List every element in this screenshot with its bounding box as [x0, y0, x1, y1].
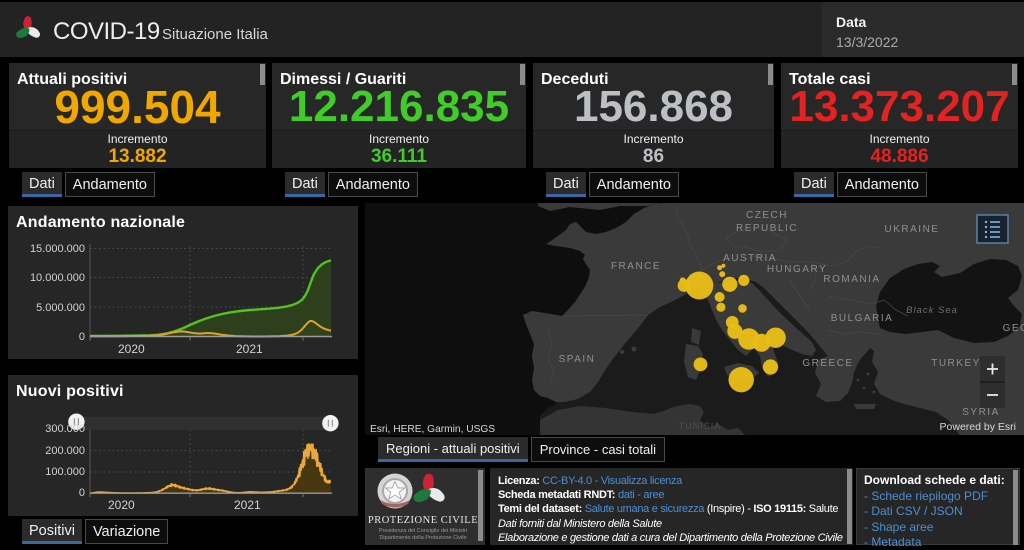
svg-text:Powered by Esri: Powered by Esri [940, 421, 1016, 433]
svg-text:GREECE: GREECE [802, 358, 853, 369]
svg-text:Dipartimento della Protezione: Dipartimento della Protezione Civile [379, 535, 466, 541]
svg-text:PROTEZIONE CIVILE: PROTEZIONE CIVILE [368, 515, 478, 526]
svg-text:ROMANIA: ROMANIA [823, 274, 880, 285]
svg-text:Esri, HERE, Garmin, USGS: Esri, HERE, Garmin, USGS [370, 424, 495, 435]
svg-text:AUSTRIA: AUSTRIA [723, 253, 777, 264]
svg-text:TUNISIA: TUNISIA [679, 421, 722, 431]
svg-text:HUNGARY: HUNGARY [767, 264, 827, 275]
svg-text:BULGARIA: BULGARIA [831, 313, 894, 324]
svg-text:SPAIN: SPAIN [559, 354, 596, 365]
svg-text:SYRIA: SYRIA [962, 407, 1000, 418]
svg-text:FRANCE: FRANCE [611, 261, 661, 272]
svg-text:GEO: GEO [1003, 323, 1024, 334]
svg-text:Presidenza del Consiglio dei M: Presidenza del Consiglio dei Ministri [379, 528, 467, 534]
svg-text:REPUBLIC: REPUBLIC [736, 223, 798, 234]
svg-text:CZECH: CZECH [746, 210, 788, 221]
svg-text:UKRAINE: UKRAINE [885, 224, 940, 235]
svg-text:TURKEY: TURKEY [931, 358, 981, 369]
svg-text:Black Sea: Black Sea [906, 305, 958, 316]
